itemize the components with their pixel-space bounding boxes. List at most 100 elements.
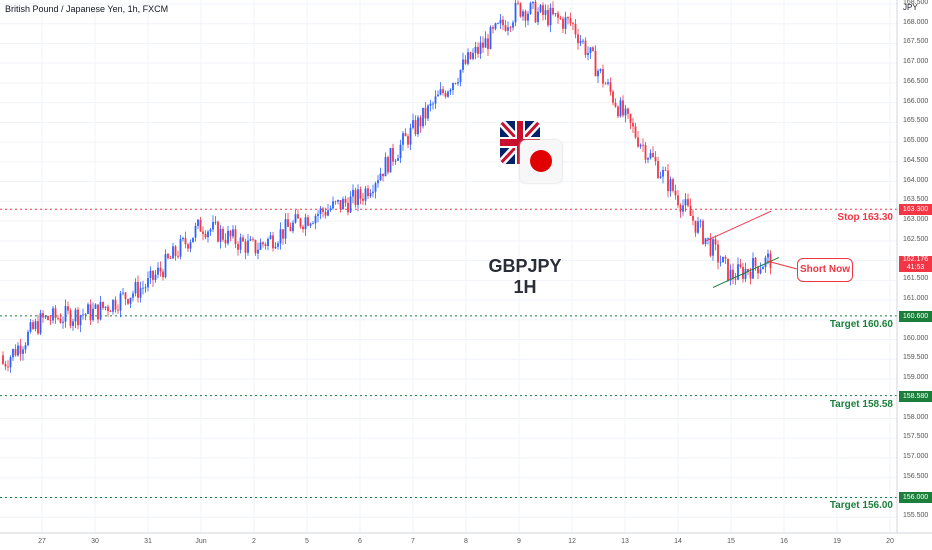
candle-body	[134, 281, 137, 294]
candle-body	[757, 266, 759, 274]
candle-body	[279, 229, 282, 244]
candle-body	[364, 188, 367, 201]
candle-body	[519, 3, 522, 17]
candle-body	[284, 219, 287, 239]
candle-body	[677, 195, 679, 206]
candle-body	[714, 239, 717, 245]
candle-body	[277, 243, 279, 247]
currency-label: JPY	[903, 3, 918, 12]
candle-body	[679, 205, 682, 212]
candle-body	[352, 189, 354, 197]
candle-body	[707, 237, 709, 239]
candle-body	[304, 217, 307, 230]
candle-body	[577, 34, 579, 44]
candle-body	[454, 83, 457, 84]
candle-body	[752, 258, 754, 279]
candle-body	[29, 322, 32, 332]
candle-body	[289, 226, 292, 232]
candle-body	[532, 1, 534, 4]
candle-body	[497, 23, 499, 25]
candle-body	[292, 222, 294, 232]
x-tick-label: 9	[517, 538, 521, 545]
short-now-callout[interactable]: Short Now	[797, 258, 853, 282]
candle-body	[374, 183, 377, 192]
candle-body	[362, 198, 364, 201]
x-tick-label: Jun	[195, 538, 207, 545]
candle-body	[24, 345, 27, 350]
candle-body	[517, 2, 519, 4]
candle-body	[759, 269, 762, 274]
candle-body	[197, 219, 199, 226]
candle-body	[382, 173, 384, 177]
candle-body	[84, 313, 87, 315]
candle-body	[712, 239, 714, 256]
candle-body	[407, 136, 409, 145]
candle-body	[507, 27, 509, 31]
candle-body	[547, 10, 549, 26]
callout-pointer	[766, 260, 798, 270]
candle-body	[174, 246, 177, 256]
candle-body	[199, 219, 202, 232]
y-tick-label: 155.500	[903, 512, 929, 520]
ticker-symbol: GBPJPY	[488, 256, 562, 276]
candle-body	[194, 225, 197, 238]
candle-body	[344, 198, 347, 203]
candle-body	[169, 258, 172, 259]
candle-body	[349, 196, 352, 213]
candle-body	[437, 94, 439, 97]
candle-body	[417, 117, 419, 135]
candle-body	[492, 27, 494, 29]
candle-body	[9, 357, 12, 368]
candle-body	[482, 42, 484, 48]
candle-body	[109, 310, 112, 312]
candle-body	[77, 309, 79, 326]
candle-body	[384, 157, 387, 177]
candle-body	[104, 306, 107, 308]
candle-body	[17, 345, 19, 356]
candle-body	[119, 293, 122, 311]
candle-body	[702, 220, 704, 244]
candle-body	[722, 256, 724, 263]
candle-body	[452, 83, 454, 91]
candle-body	[22, 349, 24, 354]
candle-body	[539, 5, 542, 12]
y-tick-label: 164.500	[903, 156, 929, 164]
candle-body	[442, 89, 444, 93]
candle-body	[434, 96, 437, 104]
candle-body	[659, 176, 662, 178]
candle-body	[559, 17, 562, 19]
candle-body	[587, 52, 589, 55]
x-tick-label: 20	[886, 538, 894, 545]
candle-body	[627, 108, 629, 114]
candle-body	[339, 200, 342, 210]
candle-body	[619, 100, 622, 117]
candle-body	[569, 18, 572, 24]
candle-body	[514, 2, 517, 23]
candle-body	[274, 246, 277, 249]
candle-body	[664, 169, 667, 171]
candle-body	[307, 217, 309, 226]
candle-body	[214, 221, 217, 223]
candle-body	[79, 315, 82, 326]
candle-body	[572, 23, 574, 25]
candle-body	[739, 264, 742, 267]
candle-body	[537, 11, 539, 23]
y-tick-label: 165.000	[903, 137, 929, 145]
candle-body	[509, 27, 512, 29]
candle-body	[652, 153, 654, 158]
y-tick-label: 157.500	[903, 433, 929, 441]
candle-body	[112, 299, 114, 312]
candle-body	[609, 82, 612, 92]
x-tick-label: 8	[464, 538, 468, 545]
candle-body	[462, 59, 464, 70]
candle-body	[544, 10, 547, 15]
candle-body	[682, 205, 684, 212]
candle-body	[142, 287, 144, 289]
candle-body	[687, 199, 689, 206]
candle-body	[252, 239, 254, 241]
candle-body	[72, 321, 74, 326]
candle-body	[542, 5, 544, 15]
candle-body	[489, 27, 492, 50]
candle-body	[412, 120, 414, 128]
